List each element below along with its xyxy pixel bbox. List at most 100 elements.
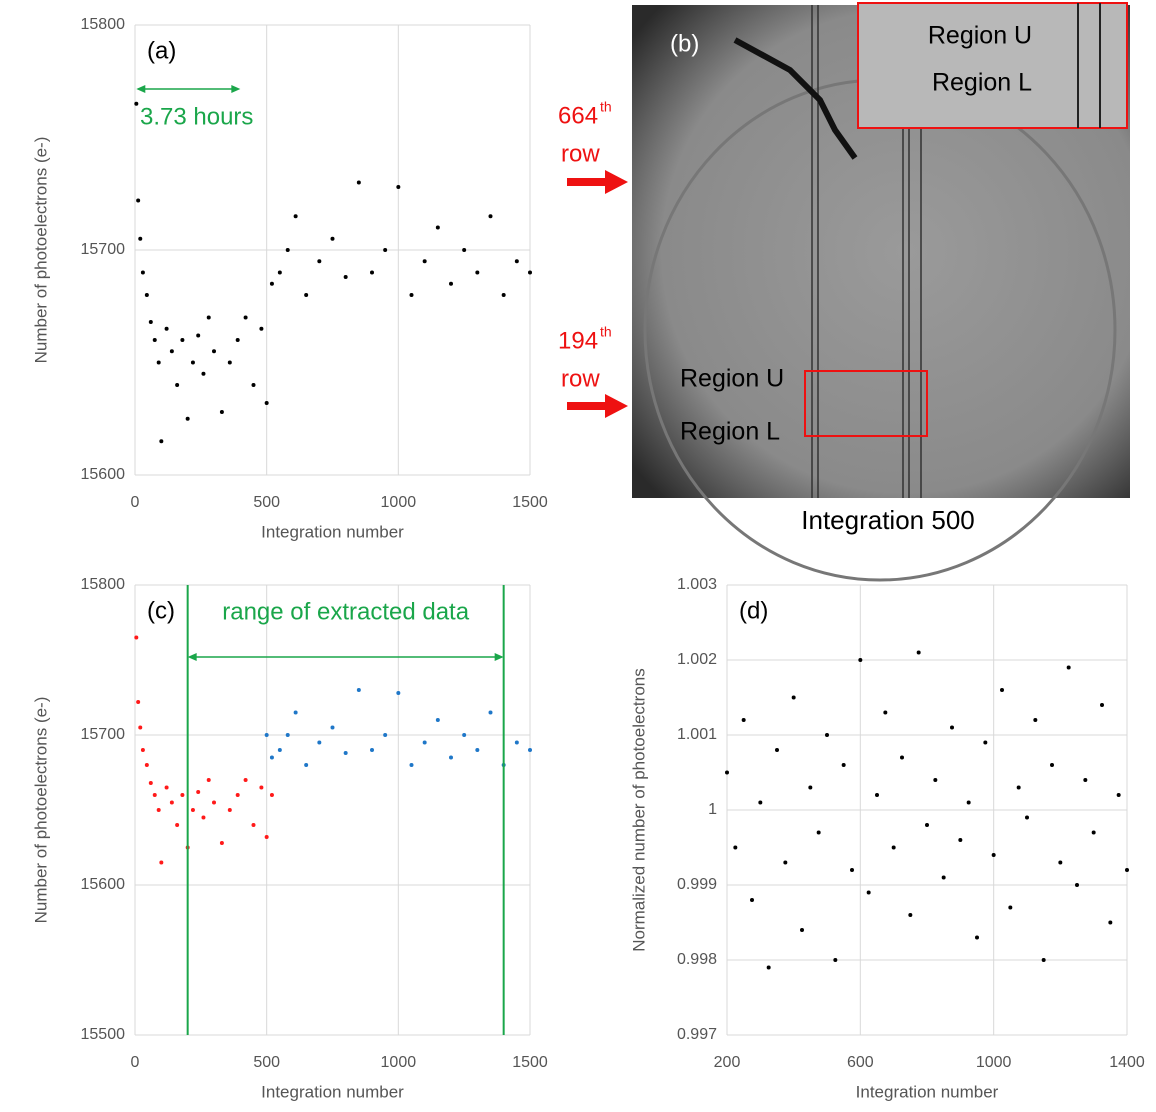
point: [841, 763, 846, 767]
y-tick-label: 0.997: [677, 1026, 717, 1043]
point: [514, 740, 519, 745]
point: [488, 214, 493, 219]
point: [140, 270, 145, 275]
point: [791, 695, 796, 700]
point: [1000, 688, 1004, 692]
point: [462, 248, 467, 252]
panel-label: (a): [147, 37, 176, 64]
inset: [857, 2, 1128, 129]
x-tick-label: 0: [131, 494, 140, 511]
point: [175, 823, 180, 827]
x-tick-label: 1000: [381, 1054, 417, 1071]
image-caption: Integration 500: [801, 505, 974, 535]
point: [422, 740, 427, 745]
point: [908, 913, 913, 917]
x-tick-label: 600: [847, 1054, 874, 1071]
point: [383, 733, 388, 737]
region-box: [804, 370, 928, 437]
point: [356, 688, 361, 692]
point: [816, 830, 821, 835]
point: [528, 270, 532, 275]
point: [185, 416, 190, 421]
point: [180, 338, 185, 342]
point: [219, 410, 224, 414]
point: [900, 755, 904, 760]
point: [449, 755, 453, 760]
point: [148, 781, 153, 785]
point: [180, 793, 185, 797]
point: [750, 898, 754, 902]
x-tick-label: 500: [253, 1054, 280, 1071]
point: [409, 293, 414, 297]
y-axis-label: Normalized number of photoelectrons: [629, 668, 648, 951]
point: [1050, 763, 1054, 767]
point: [136, 198, 141, 203]
y-tick-label: 1.001: [677, 726, 717, 743]
point: [264, 401, 269, 405]
point: [1058, 860, 1063, 865]
point: [800, 928, 804, 932]
point: [259, 785, 264, 790]
point: [396, 691, 401, 695]
point: [370, 270, 374, 275]
point: [243, 778, 248, 782]
y-axis-label: Number of photoelectrons (e-): [31, 697, 50, 924]
point: [933, 778, 938, 782]
point: [330, 725, 335, 730]
point: [1075, 883, 1079, 887]
point: [941, 875, 946, 880]
point: [269, 281, 274, 286]
y-tick-label: 15800: [81, 576, 126, 593]
point: [212, 800, 216, 805]
row-number: 664: [558, 102, 598, 129]
x-tick-label: 1000: [976, 1054, 1012, 1071]
point: [488, 710, 493, 715]
point: [435, 718, 440, 722]
row-word: row: [561, 365, 600, 392]
point: [164, 785, 169, 790]
point: [144, 763, 149, 767]
panel-label: (b): [670, 30, 699, 57]
point: [227, 808, 232, 812]
point: [1041, 958, 1046, 962]
point: [1025, 815, 1029, 820]
point: [916, 650, 921, 655]
point: [285, 733, 290, 737]
point: [808, 785, 813, 790]
point: [235, 793, 240, 797]
point: [148, 320, 153, 324]
point: [850, 868, 854, 872]
x-tick-label: 1000: [381, 494, 417, 511]
point: [1108, 920, 1113, 925]
point: [259, 326, 264, 331]
point: [725, 770, 729, 775]
region-label: Region U: [680, 365, 784, 393]
y-tick-label: 1.002: [677, 651, 717, 668]
point: [966, 800, 971, 805]
point: [159, 860, 164, 865]
point: [169, 800, 174, 805]
point: [1091, 830, 1096, 835]
arrow-head: [494, 653, 504, 661]
point: [293, 710, 298, 715]
arrow-head: [231, 85, 241, 93]
row-suffix: th: [600, 99, 612, 115]
point: [1116, 793, 1121, 797]
point: [243, 315, 248, 320]
point: [317, 259, 322, 264]
y-tick-label: 0.998: [677, 951, 717, 968]
point: [343, 751, 348, 755]
point: [950, 725, 954, 730]
point: [475, 748, 480, 752]
point: [501, 293, 506, 297]
point: [134, 101, 139, 106]
arrow-head: [136, 85, 146, 93]
point: [293, 214, 298, 219]
point: [925, 823, 929, 827]
point: [528, 748, 532, 752]
y-tick-label: 15500: [81, 1026, 126, 1043]
panel-label: (c): [147, 597, 175, 624]
point: [196, 333, 201, 338]
point: [264, 733, 269, 737]
